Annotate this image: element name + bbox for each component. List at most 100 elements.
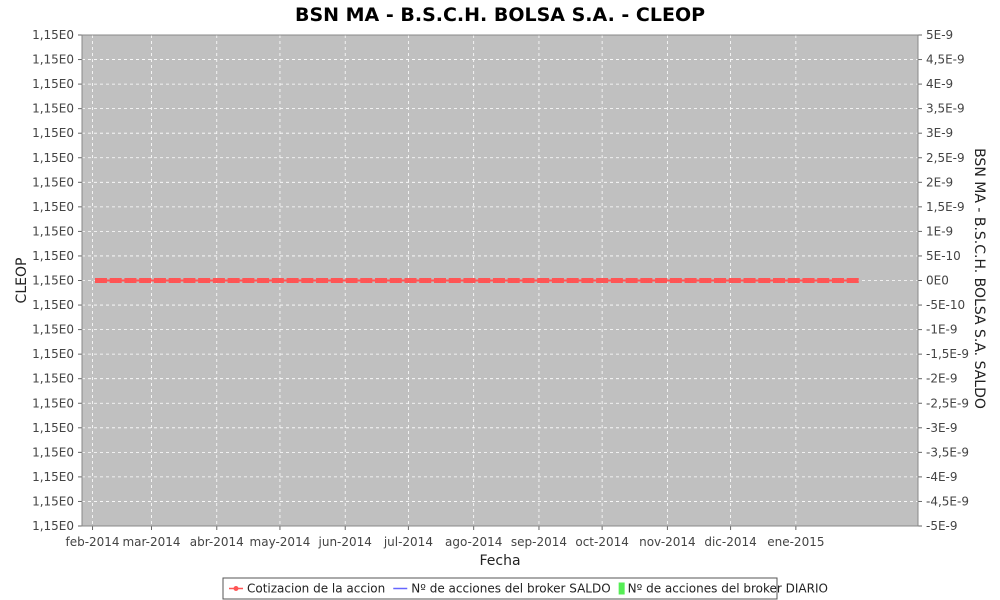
price-point [808,278,813,283]
price-point [442,278,446,283]
price-point [128,278,133,283]
price-point [627,278,632,283]
price-point [537,278,541,283]
y-left-tick-label: 1,15E0 [32,249,74,263]
price-point [271,278,276,283]
price-point [631,278,636,283]
price-point [126,278,131,283]
price-point [509,278,514,283]
price-point [787,278,792,283]
price-point [610,278,615,283]
price-point [147,278,152,283]
price-point [825,278,830,283]
price-point [162,278,166,283]
price-point [101,278,105,283]
price-point [118,278,122,283]
price-point [381,278,385,283]
price-point [629,278,634,283]
price-point [501,278,505,283]
price-point [760,278,764,283]
price-point [200,278,204,283]
price-point [556,278,560,283]
price-point [276,278,280,283]
price-point [463,278,468,283]
price-point [773,278,777,283]
price-point [568,278,573,283]
price-point [421,278,425,283]
y-right-tick-label: 4E-9 [926,77,953,91]
price-point [393,278,398,283]
price-point [425,278,430,283]
price-point [111,278,116,283]
price-point [617,278,621,283]
price-point [412,278,417,283]
y-left-tick-label: 1,15E0 [32,494,74,508]
price-point [109,278,114,283]
y-left-tick-label: 1,15E0 [32,372,74,386]
x-tick-label: dic-2014 [704,535,756,549]
price-point [558,278,562,283]
price-point [206,278,211,283]
price-point [219,278,223,283]
y-right-tick-label: 5E-9 [926,28,953,42]
price-point [570,278,575,283]
y-left-tick-label: 1,15E0 [32,519,74,533]
price-point [732,278,737,283]
price-point [261,278,265,283]
price-point [406,278,411,283]
price-point [840,278,844,283]
legend-swatch-bar [618,582,625,595]
y-left-tick-label: 1,15E0 [32,53,74,67]
price-point [351,278,356,283]
price-point [751,278,756,283]
price-point [231,278,236,283]
y-right-tick-label: 5E-10 [926,249,961,263]
price-point [646,278,651,283]
price-point [482,278,487,283]
price-point [486,278,491,283]
price-point [497,278,501,283]
price-point [198,278,202,283]
y-left-tick-label: 1,15E0 [32,396,74,410]
price-point [410,278,415,283]
y-axis-right: 5E-9 4,5E-9 4E-9 3,5E-9 3E-9 2,5E-9 2E-9 1,5E-9… [918,28,969,533]
price-point [396,278,400,283]
y-left-tick-label: 1,15E0 [32,323,74,337]
price-point [278,278,282,283]
price-point [469,278,474,283]
price-point [657,278,661,283]
price-point [320,278,324,283]
y-left-tick-label: 1,15E0 [32,175,74,189]
price-point [684,278,689,283]
price-point [560,278,564,283]
price-point [511,278,516,283]
y-left-tick-label: 1,15E0 [32,126,74,140]
price-point [530,278,535,283]
price-point [153,278,158,283]
price-point [823,278,828,283]
price-point [217,278,221,283]
price-point [848,278,853,283]
price-point [189,278,194,283]
price-point [379,278,383,283]
y-right-tick-label: -1E-9 [926,323,958,337]
price-point [551,278,556,283]
price-point [604,278,609,283]
y-left-tick-label: 1,15E0 [32,421,74,435]
y-right-tick-label: -2,5E-9 [926,396,969,410]
price-point [143,278,147,283]
y-right-tick-label: -5E-9 [926,519,958,533]
price-point [307,278,312,283]
price-point [804,278,809,283]
price-point [303,278,308,283]
price-point [187,278,192,283]
price-point [674,278,678,283]
price-point [362,278,366,283]
x-tick-label: feb-2014 [65,535,119,549]
x-tick-label: jul-2014 [383,535,433,549]
plot-border [81,34,919,527]
price-point [572,278,577,283]
x-tick-label: ago-2014 [445,535,502,549]
price-point [465,278,470,283]
